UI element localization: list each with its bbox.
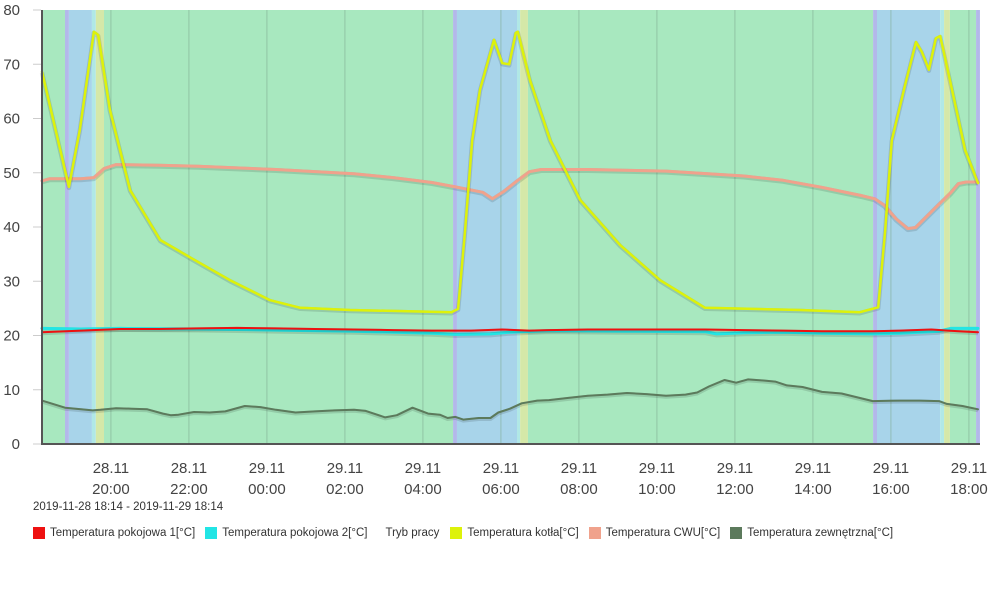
legend-label: Tryb pracy	[385, 527, 440, 539]
x-tick-date: 29.11	[873, 460, 909, 477]
series-line	[40, 326, 980, 336]
y-tick-label: 20	[3, 328, 20, 345]
series-line	[40, 30, 980, 314]
y-tick-label: 80	[3, 2, 20, 19]
x-tick-date: 29.11	[249, 460, 285, 477]
legend-label: Temperatura kotła[°C]	[467, 527, 579, 539]
x-tick-time: 06:00	[482, 481, 520, 498]
legend-swatch	[730, 527, 743, 539]
y-tick-label: 0	[12, 436, 20, 453]
x-tick-time: 04:00	[404, 481, 442, 498]
x-tick-date: 29.11	[639, 460, 675, 477]
x-tick-time: 16:00	[872, 481, 910, 498]
legend-item-outdoor-temp[interactable]: Temperatura zewnętrzna[°C]	[730, 527, 893, 539]
mode-bands	[42, 10, 980, 444]
mode-band	[976, 10, 980, 444]
line-chart: 0 10 20 30 40 50 60 70 80 28.11 20:00 28.11 22:00 29…	[3, 2, 988, 498]
x-tick-date: 29.11	[327, 460, 363, 477]
legend-label: Temperatura zewnętrzna[°C]	[747, 527, 894, 539]
series-line	[41, 326, 979, 334]
x-tick-date: 28.11	[171, 460, 207, 477]
mode-band	[456, 10, 518, 444]
legend-label: Temperatura CWU[°C]	[605, 527, 721, 539]
legend-item-room-temp-2[interactable]: Temperatura pokojowa 2[°C]	[205, 527, 367, 539]
legend-item-room-temp-1[interactable]: Temperatura pokojowa 1[°C]	[33, 527, 195, 539]
y-tick-label: 60	[3, 111, 20, 128]
y-axis-ticks: 0 10 20 30 40 50 60 70 80	[3, 2, 41, 453]
x-tick-time: 14:00	[794, 481, 832, 498]
mode-band	[91, 10, 96, 444]
x-tick-time: 02:00	[326, 481, 364, 498]
mode-band	[68, 10, 92, 444]
axes	[41, 10, 980, 445]
y-tick-label: 40	[3, 219, 20, 236]
y-tick-label: 70	[3, 56, 20, 73]
mode-band	[104, 10, 454, 444]
legend-swatch	[450, 527, 463, 539]
legend-swatch	[205, 527, 218, 539]
x-axis-ticks: 28.11 20:00 28.11 22:00 29.11 00:00 29.11 02:00…	[92, 460, 988, 498]
x-tick-time: 22:00	[170, 481, 208, 498]
x-tick-time: 00:00	[248, 481, 286, 498]
gridlines	[110, 10, 970, 444]
mode-band	[940, 10, 945, 444]
y-tick-label: 50	[3, 165, 20, 182]
legend-item-dhw-temp[interactable]: Temperatura CWU[°C]	[588, 527, 721, 539]
legend-item-operating-mode[interactable]: Tryb pracy	[385, 527, 439, 539]
y-tick-label: 10	[3, 382, 20, 399]
x-tick-time: 20:00	[92, 481, 130, 498]
legend-swatch	[588, 527, 601, 539]
legend-label: Temperatura pokojowa 2[°C]	[222, 527, 368, 539]
mode-band	[65, 10, 69, 444]
legend-label: Temperatura pokojowa 1[°C]	[50, 527, 196, 539]
y-tick-label: 30	[3, 273, 20, 290]
x-tick-date: 29.11	[483, 460, 519, 477]
x-tick-time: 18:00	[950, 481, 988, 498]
x-tick-date: 29.11	[405, 460, 441, 477]
legend: Temperatura pokojowa 1[°C] Temperatura p…	[33, 527, 903, 539]
mode-band	[527, 10, 874, 444]
x-tick-date: 29.11	[561, 460, 597, 477]
x-tick-date: 28.11	[93, 460, 129, 477]
mode-band	[453, 10, 457, 444]
x-tick-time: 10:00	[638, 481, 676, 498]
mode-band	[95, 10, 105, 444]
x-tick-date: 29.11	[951, 460, 987, 477]
mode-band	[520, 10, 528, 444]
x-tick-time: 08:00	[560, 481, 598, 498]
series-line	[41, 378, 979, 421]
x-tick-time: 12:00	[716, 481, 754, 498]
mode-band	[944, 10, 950, 444]
mode-band	[42, 10, 66, 444]
mode-band	[949, 10, 977, 444]
legend-item-boiler-temp[interactable]: Temperatura kotła[°C]	[450, 527, 579, 539]
date-range-label: 2019-11-28 18:14 - 2019-11-29 18:14	[33, 501, 224, 513]
legend-swatch	[33, 527, 45, 539]
mode-band	[517, 10, 521, 444]
series-lines	[39, 30, 981, 423]
x-tick-date: 29.11	[795, 460, 831, 477]
series-line	[40, 163, 980, 231]
x-tick-date: 29.11	[717, 460, 753, 477]
mode-band	[873, 10, 877, 444]
